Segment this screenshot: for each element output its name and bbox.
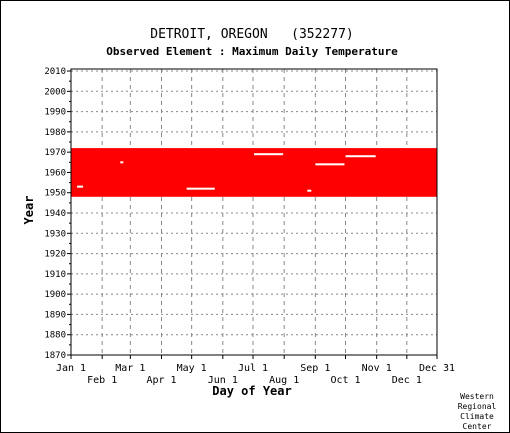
x-tick-label: Mar 1 bbox=[115, 363, 145, 374]
x-tick-label: Feb 1 bbox=[87, 375, 117, 386]
y-tick-label: 2010 bbox=[44, 67, 66, 77]
data-gap bbox=[254, 153, 284, 156]
y-tick-label: 1960 bbox=[44, 168, 66, 178]
y-tick-label: 1990 bbox=[44, 108, 66, 118]
x-tick-label: May 1 bbox=[177, 363, 207, 374]
y-tick-label: 1920 bbox=[44, 250, 66, 260]
x-tick-label: Sep 1 bbox=[300, 363, 330, 374]
chart-subtitle: Observed Element : Maximum Daily Tempera… bbox=[106, 45, 398, 58]
grid-lines bbox=[71, 69, 437, 355]
x-tick-label: Jul 1 bbox=[238, 363, 268, 374]
y-tick-label: 1950 bbox=[44, 189, 66, 199]
data-gap bbox=[186, 187, 215, 190]
x-tick-label: Apr 1 bbox=[146, 375, 176, 386]
credit-line: Climate bbox=[460, 412, 494, 421]
plot-border bbox=[70, 68, 438, 356]
y-tick-label: 1940 bbox=[44, 209, 66, 219]
y-tick-label: 1930 bbox=[44, 229, 66, 239]
credit-line: Center bbox=[463, 422, 492, 431]
data-gap bbox=[77, 185, 84, 188]
data-gap bbox=[307, 189, 312, 192]
y-tick-label: 1870 bbox=[44, 351, 66, 361]
data-gap bbox=[120, 161, 124, 164]
data-region bbox=[71, 148, 437, 197]
y-tick-label: 1910 bbox=[44, 270, 66, 280]
x-axis-label: Day of Year bbox=[212, 384, 291, 398]
y-tick-label: 1980 bbox=[44, 128, 66, 138]
credit-line: Western bbox=[460, 392, 494, 401]
credit-line: Regional bbox=[458, 402, 497, 411]
y-tick-label: 1900 bbox=[44, 290, 66, 300]
y-tick-label: 1880 bbox=[44, 331, 66, 341]
x-tick-label: Dec 31 bbox=[419, 363, 455, 374]
y-tick-label: 1890 bbox=[44, 310, 66, 320]
data-gap bbox=[345, 155, 376, 158]
y-axis-label: Year bbox=[22, 196, 36, 225]
x-tick-label: Dec 1 bbox=[392, 375, 422, 386]
data-gap bbox=[315, 163, 345, 166]
x-tick-label: Aug 1 bbox=[269, 375, 299, 386]
x-tick-label: Jun 1 bbox=[208, 375, 238, 386]
y-tick-label: 2000 bbox=[44, 87, 66, 97]
axes: 1870 1880 1890 1900 1910 1920 1930 1940 1950 1960… bbox=[44, 67, 455, 386]
y-tick-label: 1970 bbox=[44, 148, 66, 158]
data-block bbox=[71, 148, 437, 197]
chart-title: DETROIT, OREGON (352277) bbox=[150, 27, 354, 42]
x-tick-label: Nov 1 bbox=[362, 363, 392, 374]
x-tick-label: Oct 1 bbox=[330, 375, 360, 386]
x-tick-label: Jan 1 bbox=[56, 363, 86, 374]
